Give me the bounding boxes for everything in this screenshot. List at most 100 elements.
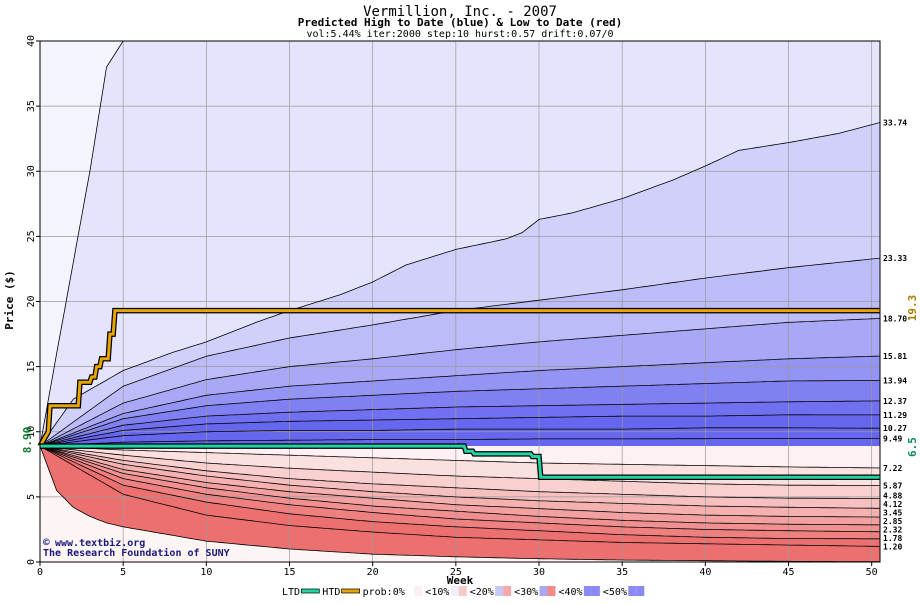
low-percentile-curve [39,445,880,540]
x-tick-label: 50 [866,567,878,578]
credit-block: © www.textbiz.org The Research Foundatio… [43,536,230,559]
high-percentile-curve [39,400,880,447]
end-value-label: 10.27 [883,424,907,433]
legend-swatch [583,586,592,596]
high-band [40,258,880,447]
legend-label: LTD [282,587,300,598]
end-value-label: 23.33 [883,254,907,263]
low-percentile-curve [39,445,881,533]
y-tick-label: 25 [26,230,37,242]
end-value-label: 9.49 [883,434,902,443]
ltd-line [40,444,880,479]
x-tick-label: 40 [699,567,711,578]
high-percentile-curve [39,355,881,447]
ltd-end-label: 6.5 [906,437,919,457]
high-percentile-curve [39,427,880,447]
y-axis-label: Price ($) [3,270,16,330]
legend-swatch [414,586,423,596]
end-value-label: 33.74 [883,119,907,128]
low-percentile-curve [39,445,881,469]
low-band [40,446,880,509]
y-tick-label: 40 [26,35,37,47]
x-tick-label: 35 [616,567,628,578]
high-band [40,427,880,447]
end-value-label: 4.12 [883,500,902,509]
legend-swatch [458,586,467,596]
legend-swatch [406,586,415,596]
high-band [40,400,880,447]
end-value-label: 18.70 [883,314,907,323]
low-percentile-curve [39,445,880,509]
copyright-icon: © [43,536,50,549]
low-band [40,446,880,539]
credit-url: www.textbiz.org [55,537,145,549]
x-axis-label: Week [447,574,474,587]
low-percentile-curve [39,445,880,486]
high-percentile-curve [39,380,881,447]
high-band [40,122,880,447]
legend-swatch [495,586,504,596]
low-percentile-curve [39,445,880,499]
htd-end-label: 19.3 [906,295,919,322]
low-band [40,446,880,562]
end-value-label: 12.37 [883,397,907,406]
low-percentile-curve [39,445,881,526]
y-tick-label: 30 [26,165,37,177]
x-tick-label: 20 [367,567,379,578]
legend-swatch [300,588,320,594]
end-value-label: 1.78 [883,534,902,543]
high-band [40,318,880,447]
legend-swatch [591,586,600,596]
end-value-label: 15.81 [883,352,907,361]
high-band [40,41,880,447]
legend-swatch [503,586,512,596]
legend-label: <30% [514,587,538,598]
y-tick-label: 10 [26,426,37,438]
high-percentile-curve [39,122,881,447]
legend-label: <40% [559,587,583,598]
high-percentile-curve [39,414,880,447]
legend-label: <50% [603,587,627,598]
low-percentile-curve [39,445,881,518]
legend-swatch [636,586,645,596]
x-tick-label: 25 [450,567,462,578]
htd-line [38,309,880,447]
end-value-label: 2.32 [883,525,902,534]
x-tick-label: 0 [37,567,43,578]
legend-label: HTD [322,587,340,598]
x-tick-label: 45 [782,567,794,578]
legend-swatch [539,586,548,596]
y-tick-label: 5 [26,494,37,500]
end-value-label: 13.94 [883,376,907,385]
x-tick-label: 15 [283,567,295,578]
high-percentile-curve [39,318,881,447]
low-percentile-curve [39,445,880,563]
low-band [40,446,880,532]
end-value-label: 11.29 [883,411,907,420]
end-value-label: 4.88 [883,491,902,500]
chart-params: vol:5.44% iter:2000 step:10 hurst:0.57 d… [306,29,613,40]
y-tick-label: 35 [26,100,37,112]
x-tick-label: 10 [200,567,212,578]
end-value-label: 2.85 [883,517,902,526]
low-band [40,446,880,518]
y-tick-label: 15 [26,361,37,373]
high-band [40,380,880,447]
legend: LTD HTD prob:0% <10% <20% <30% <40% <50% [282,586,645,598]
chart-subtitle: Predicted High to Date (blue) & Low to D… [298,16,623,29]
x-tick-label: 30 [533,567,545,578]
low-band [40,446,880,468]
x-tick-label: 5 [120,567,126,578]
end-value-label: 5.87 [883,482,902,491]
chart-title: Vermillion, Inc. - 2007 [363,4,557,20]
legend-swatch [341,588,360,594]
y-tick-label: 20 [26,295,37,307]
low-band [40,446,880,525]
low-band [40,446,880,499]
credit-org: The Research Foundation of SUNY [43,547,230,559]
end-value-label: 1.20 [883,542,902,551]
legend-label: <20% [470,587,494,598]
low-band [40,446,880,562]
